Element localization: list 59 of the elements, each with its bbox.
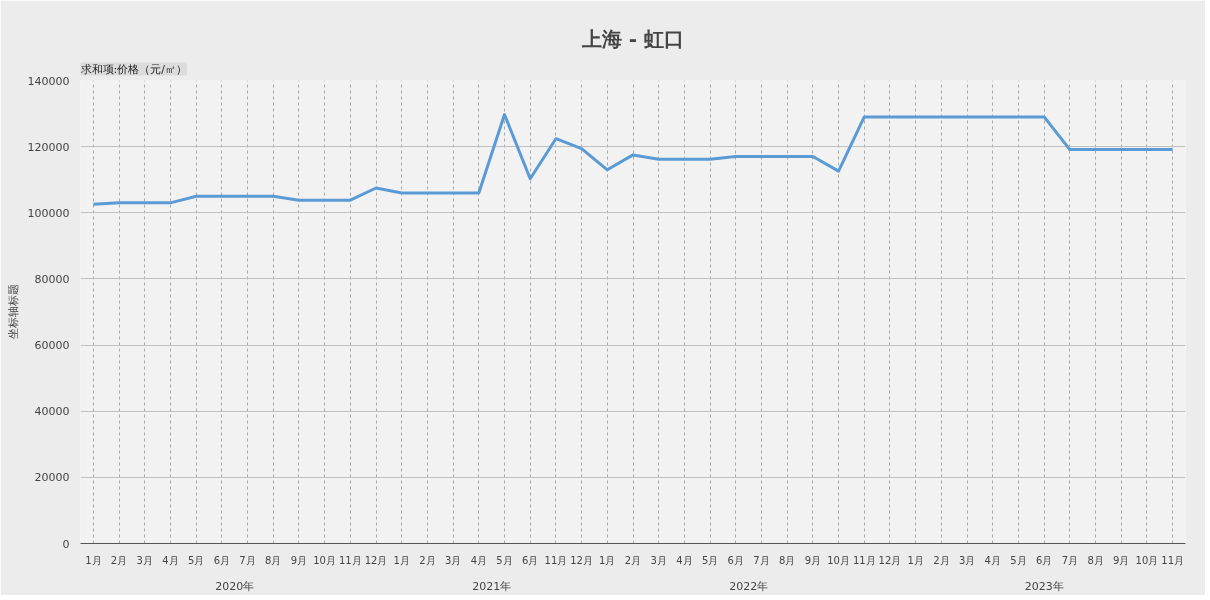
x-tick-label: 5月 [496,554,513,566]
x-tick-label: 11月 [338,554,362,566]
x-tick-label: 4月 [162,554,179,566]
x-tick-label: 6月 [522,554,539,566]
chart-title: 上海 - 虹口 [580,26,685,51]
y-tick-label: 120000 [27,140,70,154]
x-tick-label: 4月 [470,554,488,566]
x-tick-label: 7月 [1061,554,1079,566]
line-series [91,113,1175,206]
x-tick-label: 9月 [1113,554,1130,566]
x-tick-label: 9月 [290,554,308,566]
y-tick-label: 20000 [34,471,70,485]
y-axis-title: 坐标轴标题 [6,284,20,340]
x-tick-label: 3月 [136,554,153,566]
x-tick-label: 6月 [727,554,744,566]
text: 求和项:价格（元/㎡） [80,62,187,76]
y-tick-label: 140000 [27,74,70,88]
x-tick-label: 3月 [650,554,667,566]
x-tick-label: 12月 [364,554,388,566]
x-tick-label: 3月 [958,554,976,566]
x-tick-label: 8月 [265,554,282,566]
x-tick-label: 9月 [804,554,822,566]
x-tick-label: 11月 [1161,554,1185,566]
x-tick-label: 2月 [933,554,950,566]
y-tick-label: 40000 [34,405,70,419]
x-tick-label: 3月 [444,554,462,566]
x-tick-label: 5月 [187,554,205,566]
x-tick-label: 8月 [779,554,796,566]
x-tick-label: 6月 [213,554,231,566]
x-tick-label: 10月 [1135,554,1159,566]
x-tick-label: 1月 [907,554,924,566]
x-tick-label: 4月 [984,554,1001,566]
x-tick-label: 4月 [676,554,693,566]
text: 2021年 [472,579,512,593]
text: 2020年 [215,579,255,593]
x-tick-label: 2月 [419,554,436,566]
x-tick-label: 5月 [701,554,719,566]
x-tick-label: 11月 [544,554,568,566]
x-tick-label: 10月 [827,554,850,566]
x-tick-label: 11月 [852,554,876,566]
x-tick-label: 6月 [1035,554,1053,566]
x-tick-label: 2月 [624,554,642,566]
x-tick-label: 1月 [599,554,616,566]
x-tick-label: 12月 [878,554,902,566]
y-tick-label: 0 [62,537,70,551]
y-tick-label: 100000 [27,206,70,220]
x-tick-label: 1月 [393,554,410,566]
x-tick-label: 5月 [1010,554,1027,566]
text: 2022年 [729,579,769,593]
y-tick-label: 80000 [34,272,70,286]
x-tick-label: 7月 [753,554,770,566]
y-tick-label: 60000 [34,339,70,353]
x-tick-label: 12月 [570,554,593,566]
x-tick-label: 1月 [85,554,102,566]
x-tick-label: 8月 [1087,554,1104,566]
x-tick-label: 10月 [313,554,336,566]
x-tick-label: 7月 [239,554,256,566]
x-tick-label: 2月 [110,554,128,566]
text: 2023年 [1024,579,1064,593]
